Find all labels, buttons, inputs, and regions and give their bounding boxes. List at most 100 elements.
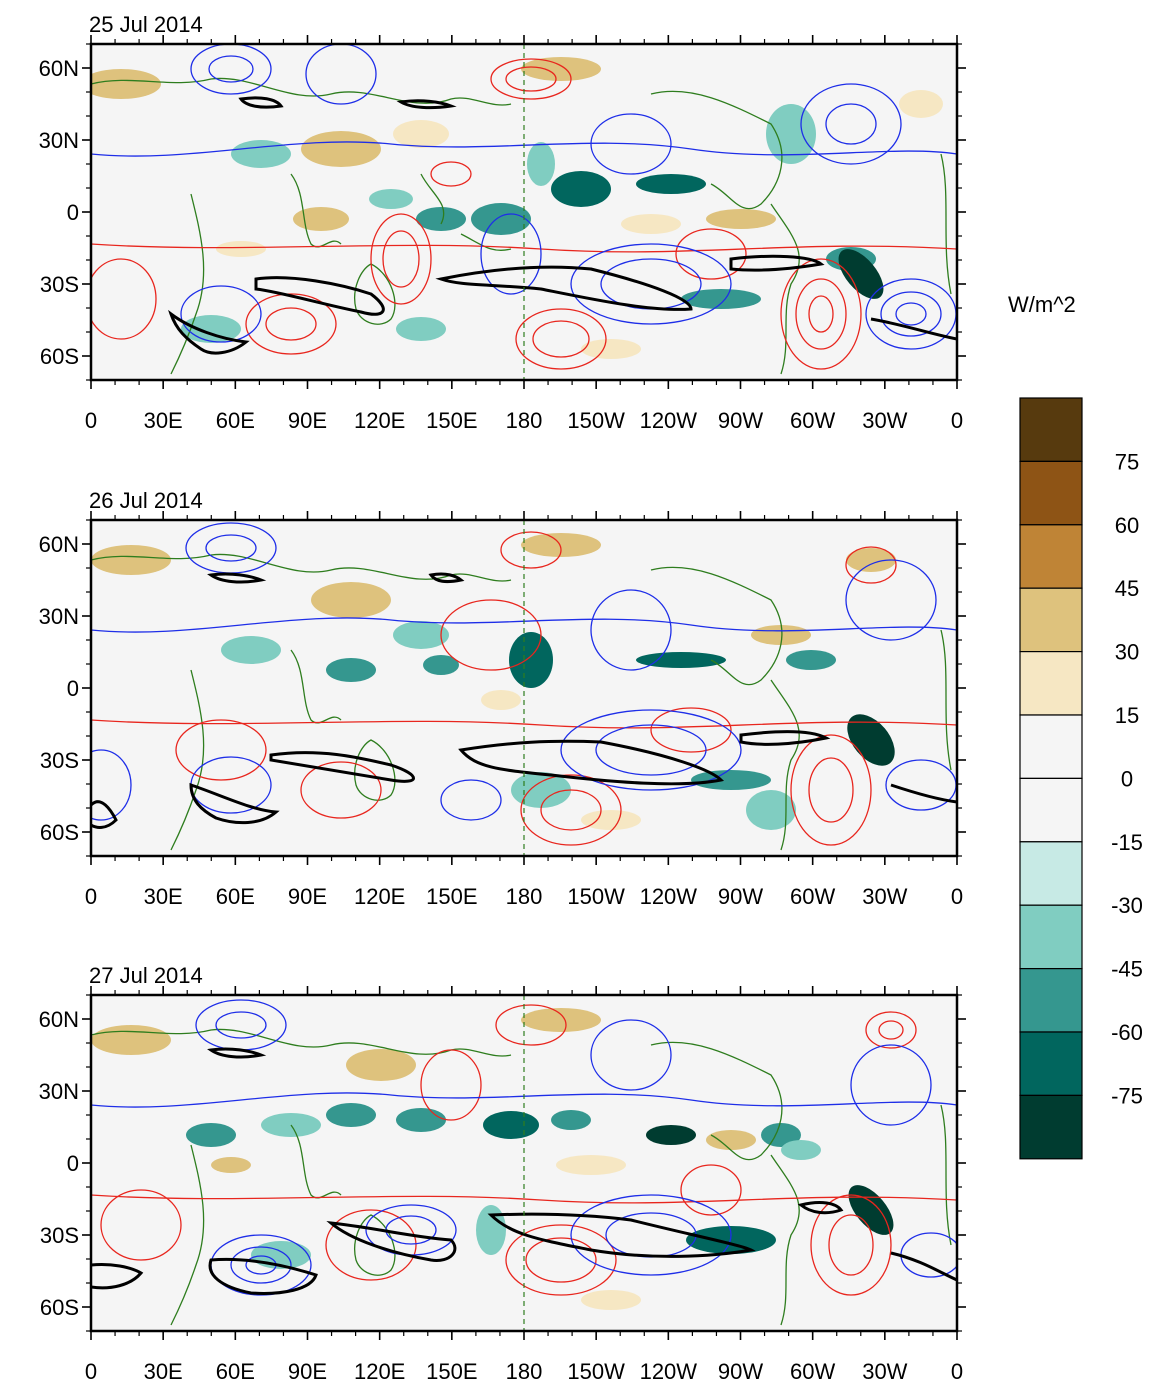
colorbar: W/m^2 75 60 45 30 15 0 -15 -30 -45 -60 -75 xyxy=(1008,292,1143,1160)
lon-label: 0 xyxy=(85,1359,97,1384)
lon-label: 60E xyxy=(216,408,255,433)
lon-label: 120W xyxy=(640,408,698,433)
panel-date: 26 Jul 2014 xyxy=(89,488,203,513)
lon-label: 60W xyxy=(790,408,835,433)
lon-label: 90W xyxy=(718,1359,763,1384)
colorbar-ticks: 75 60 45 30 15 0 -15 -30 -45 -60 -75 xyxy=(1111,449,1143,1108)
lon-axis: 0 30E 60E 90E 120E 150E 180 150W 120W 90W 60W 30W 0 xyxy=(85,511,963,909)
colorbar-tick-label: 0 xyxy=(1121,766,1133,791)
lat-label: 30N xyxy=(39,128,79,153)
lon-label: 90W xyxy=(718,884,763,909)
contour-negative xyxy=(91,44,957,350)
colorbar-box xyxy=(1019,714,1083,780)
lat-label: 60S xyxy=(40,820,79,845)
lon-label: 60E xyxy=(216,884,255,909)
panel-2: 26 Jul 2014 xyxy=(39,488,966,909)
lon-label: 120W xyxy=(640,1359,698,1384)
jet-contour xyxy=(91,1047,957,1295)
contour-negative xyxy=(91,999,957,1296)
colorbar-tick-label: -45 xyxy=(1111,957,1143,982)
contour-positive xyxy=(91,1004,957,1296)
lon-label: 60W xyxy=(790,884,835,909)
panel-3: 27 Jul 2014 xyxy=(39,963,966,1384)
contour-positive xyxy=(91,531,957,846)
colorbar-box xyxy=(1019,904,1083,970)
lon-label: 60W xyxy=(790,1359,835,1384)
lat-label: 0 xyxy=(67,676,79,701)
lon-label: 120E xyxy=(354,408,405,433)
lon-label: 150W xyxy=(567,1359,625,1384)
lon-label: 0 xyxy=(951,408,963,433)
lon-label: 0 xyxy=(951,1359,963,1384)
lon-label: 90E xyxy=(288,408,327,433)
lat-label: 0 xyxy=(67,200,79,225)
lat-label: 30S xyxy=(40,1223,79,1248)
colorbar-box xyxy=(1019,397,1083,463)
lon-axis: 0 30E 60E 90E 120E 150E 180 150W 120W 90W 60W 30W 0 xyxy=(85,986,963,1384)
map-background xyxy=(91,520,957,856)
colorbar-box xyxy=(1019,967,1083,1033)
colorbar-tick-label: 45 xyxy=(1115,576,1139,601)
colorbar-box xyxy=(1019,524,1083,589)
lon-label: 90E xyxy=(288,1359,327,1384)
lon-label: 120W xyxy=(640,884,698,909)
lat-axis: 60N 30N 0 30S 60S xyxy=(39,519,966,857)
colorbar-tick-label: -15 xyxy=(1111,830,1143,855)
lon-label: 150W xyxy=(567,884,625,909)
lon-label: 150W xyxy=(567,408,625,433)
jet-contour xyxy=(168,96,957,355)
colorbar-tick-label: -60 xyxy=(1111,1020,1143,1045)
jet-contour xyxy=(91,572,957,829)
colorbar-title: W/m^2 xyxy=(1008,292,1076,317)
colorbar-tick-label: 30 xyxy=(1115,640,1139,665)
lon-label: 150E xyxy=(426,1359,477,1384)
colorbar-tick-label: 75 xyxy=(1115,449,1139,474)
lat-label: 30S xyxy=(40,272,79,297)
lon-axis: 0 30E 60E 90E 120E 150E 180 150W 120W 90W 60W 30W 0 xyxy=(85,35,963,433)
lat-label: 60N xyxy=(39,56,79,81)
lon-label: 120E xyxy=(354,884,405,909)
lon-label: 180 xyxy=(506,408,543,433)
shading-layer xyxy=(91,57,943,359)
lat-label: 60S xyxy=(40,1295,79,1320)
lon-label: 30W xyxy=(862,884,907,909)
lon-label: 180 xyxy=(506,1359,543,1384)
colorbar-tick-label: 15 xyxy=(1115,703,1139,728)
lon-label: 180 xyxy=(506,884,543,909)
lon-label: 0 xyxy=(85,884,97,909)
colorbar-box xyxy=(1019,587,1083,653)
lat-axis: 60N 30N 0 30S 60S xyxy=(39,994,966,1332)
lon-label: 60E xyxy=(216,1359,255,1384)
shading-layer xyxy=(91,533,896,830)
lat-label: 60S xyxy=(40,344,79,369)
lon-label: 0 xyxy=(951,884,963,909)
lat-axis: 60N 30N 0 30S 60S xyxy=(39,43,966,381)
lon-label: 30E xyxy=(144,408,183,433)
lon-label: 120E xyxy=(354,1359,405,1384)
lon-label: 150E xyxy=(426,408,477,433)
lat-label: 0 xyxy=(67,1151,79,1176)
colorbar-box xyxy=(1019,460,1083,526)
panel-date: 25 Jul 2014 xyxy=(89,12,203,37)
lon-label: 30W xyxy=(862,408,907,433)
lon-label: 30E xyxy=(144,884,183,909)
colorbar-tick-label: -30 xyxy=(1111,893,1143,918)
colorbar-tick-label: -75 xyxy=(1111,1083,1143,1108)
colorbar-box xyxy=(1019,651,1083,716)
panel-1: 25 Jul 2014 xyxy=(39,12,966,433)
lat-label: 60N xyxy=(39,532,79,557)
colorbar-box xyxy=(1019,1094,1083,1160)
lon-label: 0 xyxy=(85,408,97,433)
lat-label: 30S xyxy=(40,748,79,773)
colorbar-box xyxy=(1019,777,1083,843)
lon-label: 30W xyxy=(862,1359,907,1384)
colorbar-box xyxy=(1019,1031,1083,1097)
lon-label: 30E xyxy=(144,1359,183,1384)
lat-label: 30N xyxy=(39,1079,79,1104)
lon-label: 150E xyxy=(426,884,477,909)
panel-date: 27 Jul 2014 xyxy=(89,963,203,988)
lon-label: 90W xyxy=(718,408,763,433)
lon-label: 90E xyxy=(288,884,327,909)
lat-label: 30N xyxy=(39,604,79,629)
